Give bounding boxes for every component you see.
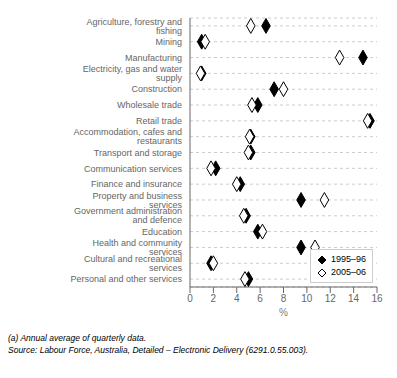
svg-text:Finance and insurance: Finance and insurance bbox=[91, 179, 182, 189]
svg-text:Personal and other services: Personal and other services bbox=[70, 274, 182, 284]
svg-text:0: 0 bbox=[187, 293, 193, 304]
svg-text:Retail trade: Retail trade bbox=[136, 116, 182, 126]
svg-text:12: 12 bbox=[325, 293, 337, 304]
svg-text:Education: Education bbox=[142, 227, 182, 237]
svg-text:Wholesale trade: Wholesale trade bbox=[117, 100, 182, 110]
svg-text:Agriculture, forestry andfishi: Agriculture, forestry andfishing bbox=[86, 17, 182, 36]
svg-text:16: 16 bbox=[371, 293, 383, 304]
svg-text:%: % bbox=[279, 307, 288, 318]
svg-text:Mining: Mining bbox=[155, 37, 182, 47]
svg-text:Government administrationand d: Government administrationand defence bbox=[74, 206, 182, 225]
svg-text:2: 2 bbox=[211, 293, 217, 304]
svg-text:Electricity, gas and watersupp: Electricity, gas and watersupply bbox=[83, 64, 183, 83]
svg-text:Construction: Construction bbox=[131, 84, 182, 94]
svg-text:4: 4 bbox=[234, 293, 240, 304]
svg-text:Transport and storage: Transport and storage bbox=[94, 148, 182, 158]
svg-text:Communication services: Communication services bbox=[84, 164, 183, 174]
svg-text:Manufacturing: Manufacturing bbox=[125, 53, 182, 63]
svg-text:Cultural and recreationalservi: Cultural and recreationalservices bbox=[84, 254, 183, 273]
svg-text:10: 10 bbox=[301, 293, 313, 304]
svg-text:Accommodation, cafes andrestau: Accommodation, cafes andrestaurants bbox=[73, 127, 182, 146]
svg-text:14: 14 bbox=[348, 293, 360, 304]
svg-text:8: 8 bbox=[281, 293, 287, 304]
svg-text:6: 6 bbox=[257, 293, 263, 304]
